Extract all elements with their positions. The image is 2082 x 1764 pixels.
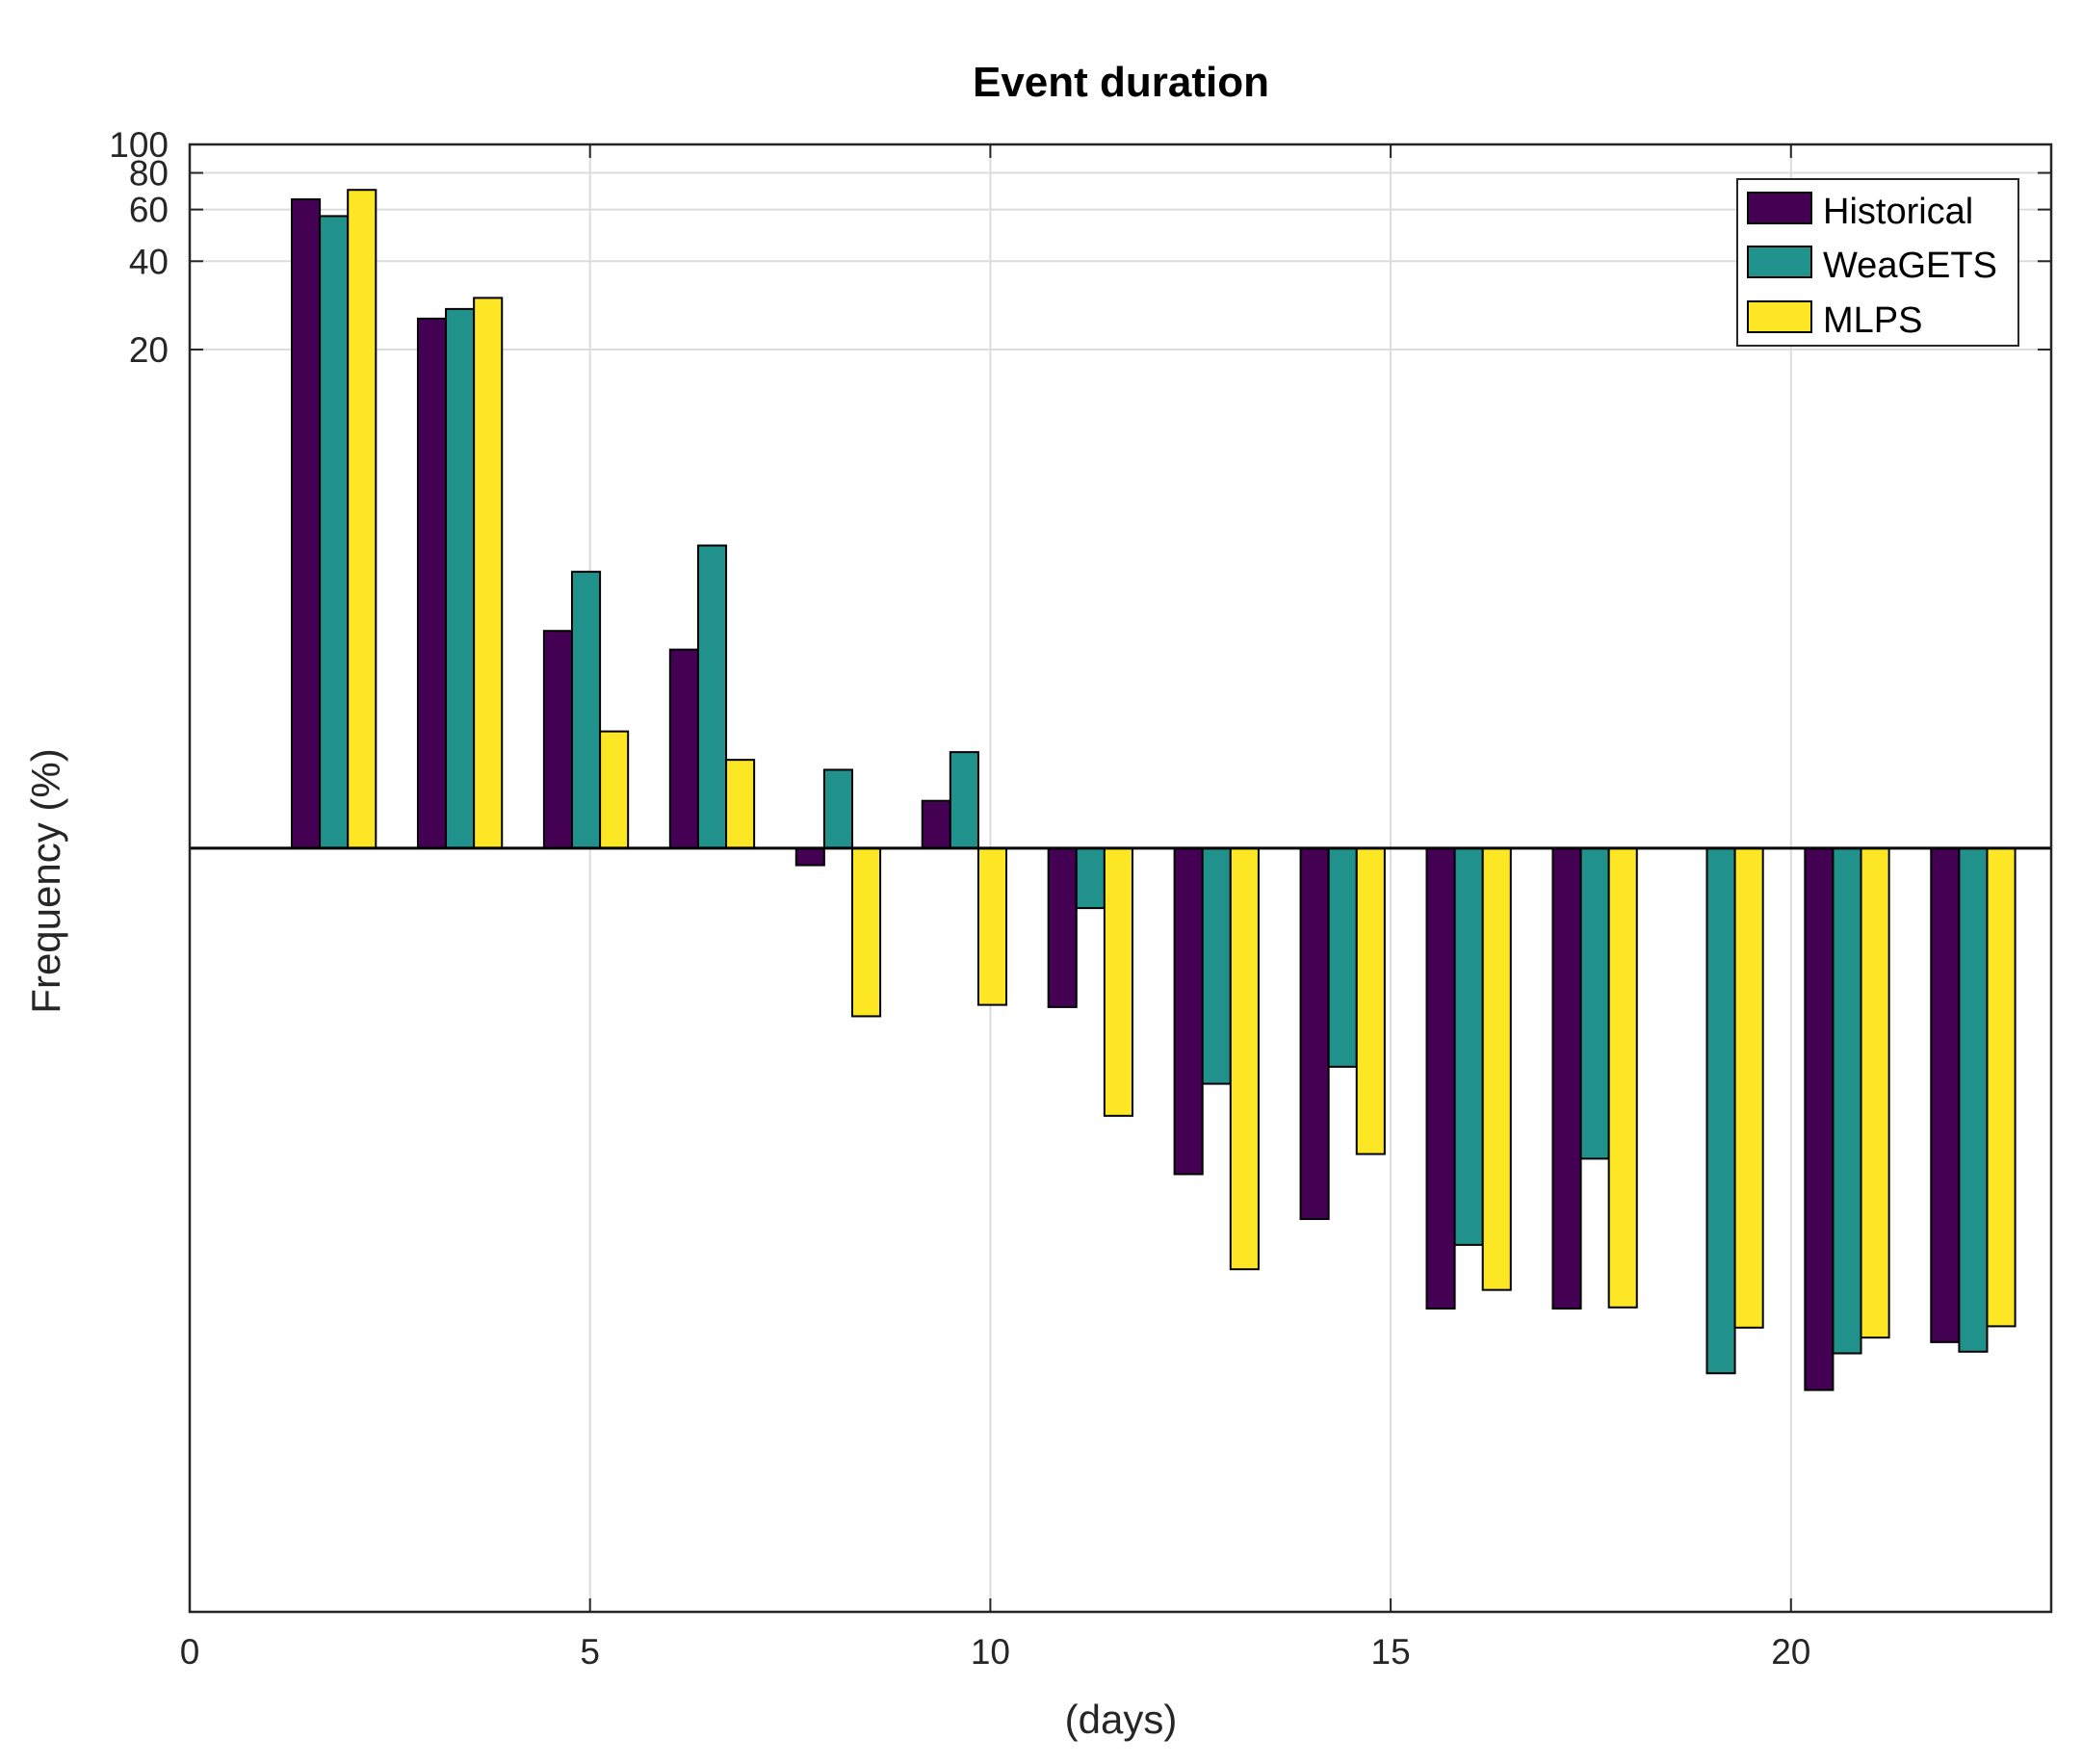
bar-historical-13 xyxy=(1804,846,1835,1391)
bar-weagets-7 xyxy=(1075,846,1106,910)
bars xyxy=(291,189,2017,1391)
x-tick-label: 5 xyxy=(580,1632,600,1672)
legend: Historical WeaGETS MLPS xyxy=(1736,178,2019,347)
bar-weagets-4 xyxy=(696,544,728,849)
bar-weagets-3 xyxy=(570,570,602,849)
legend-swatch-mlps xyxy=(1747,300,1812,333)
y-tick-label: 60 xyxy=(129,191,169,230)
y-tick-label: 20 xyxy=(129,330,169,370)
bar-weagets-9 xyxy=(1327,846,1358,1068)
y-tick-label: 100 xyxy=(109,125,169,165)
chart-title: Event duration xyxy=(973,59,1269,106)
bar-weagets-12 xyxy=(1705,846,1736,1375)
bar-mlps-2 xyxy=(473,297,504,849)
bar-weagets-14 xyxy=(1958,846,1989,1353)
bar-historical-6 xyxy=(921,799,951,849)
bar-weagets-2 xyxy=(445,307,476,849)
legend-label-weagets: WeaGETS xyxy=(1823,246,1997,286)
bar-mlps-6 xyxy=(976,846,1008,1006)
x-tick-label: 0 xyxy=(180,1632,200,1672)
bar-mlps-3 xyxy=(599,730,630,849)
bar-historical-3 xyxy=(542,630,573,849)
bar-mlps-9 xyxy=(1355,846,1386,1155)
bar-weagets-5 xyxy=(822,768,853,849)
bar-historical-1 xyxy=(291,198,322,849)
x-tick-label: 10 xyxy=(971,1632,1010,1672)
bar-historical-11 xyxy=(1551,846,1582,1310)
bar-historical-7 xyxy=(1047,846,1078,1008)
bar-historical-9 xyxy=(1299,846,1330,1221)
bar-weagets-1 xyxy=(319,215,350,849)
bar-mlps-10 xyxy=(1481,846,1512,1291)
bar-mlps-7 xyxy=(1103,846,1133,1117)
bar-historical-2 xyxy=(416,317,448,849)
x-tick-label: 15 xyxy=(1371,1632,1411,1672)
bar-historical-4 xyxy=(668,648,699,849)
x-axis-label: (days) xyxy=(1065,1697,1178,1742)
x-tick-label: 20 xyxy=(1771,1632,1810,1672)
grid xyxy=(190,144,2051,1612)
bar-historical-8 xyxy=(1173,846,1204,1176)
legend-label-historical: Historical xyxy=(1823,192,1973,232)
bar-mlps-14 xyxy=(1986,846,2017,1328)
bar-weagets-11 xyxy=(1579,846,1610,1160)
plot-frame xyxy=(188,143,2053,1614)
bar-weagets-8 xyxy=(1201,846,1232,1085)
bar-weagets-6 xyxy=(949,751,979,849)
bar-mlps-8 xyxy=(1229,846,1260,1271)
bar-mlps-5 xyxy=(850,846,882,1018)
bar-mlps-12 xyxy=(1733,846,1764,1329)
bar-weagets-13 xyxy=(1832,846,1862,1355)
y-axis-label: Frequency (%) xyxy=(23,748,68,1013)
y-tick-label: 80 xyxy=(129,154,169,194)
legend-swatch-historical xyxy=(1747,192,1812,224)
legend-label-mlps: MLPS xyxy=(1823,300,1922,341)
bar-mlps-13 xyxy=(1860,846,1890,1339)
bar-weagets-10 xyxy=(1453,846,1484,1246)
bar-historical-14 xyxy=(1930,846,1961,1343)
bar-mlps-1 xyxy=(347,189,377,849)
legend-swatch-weagets xyxy=(1747,246,1812,278)
bar-mlps-11 xyxy=(1607,846,1638,1309)
bar-historical-10 xyxy=(1425,846,1456,1310)
y-tick-label: 40 xyxy=(129,242,169,281)
bar-historical-5 xyxy=(794,846,825,867)
bar-mlps-4 xyxy=(725,759,756,849)
